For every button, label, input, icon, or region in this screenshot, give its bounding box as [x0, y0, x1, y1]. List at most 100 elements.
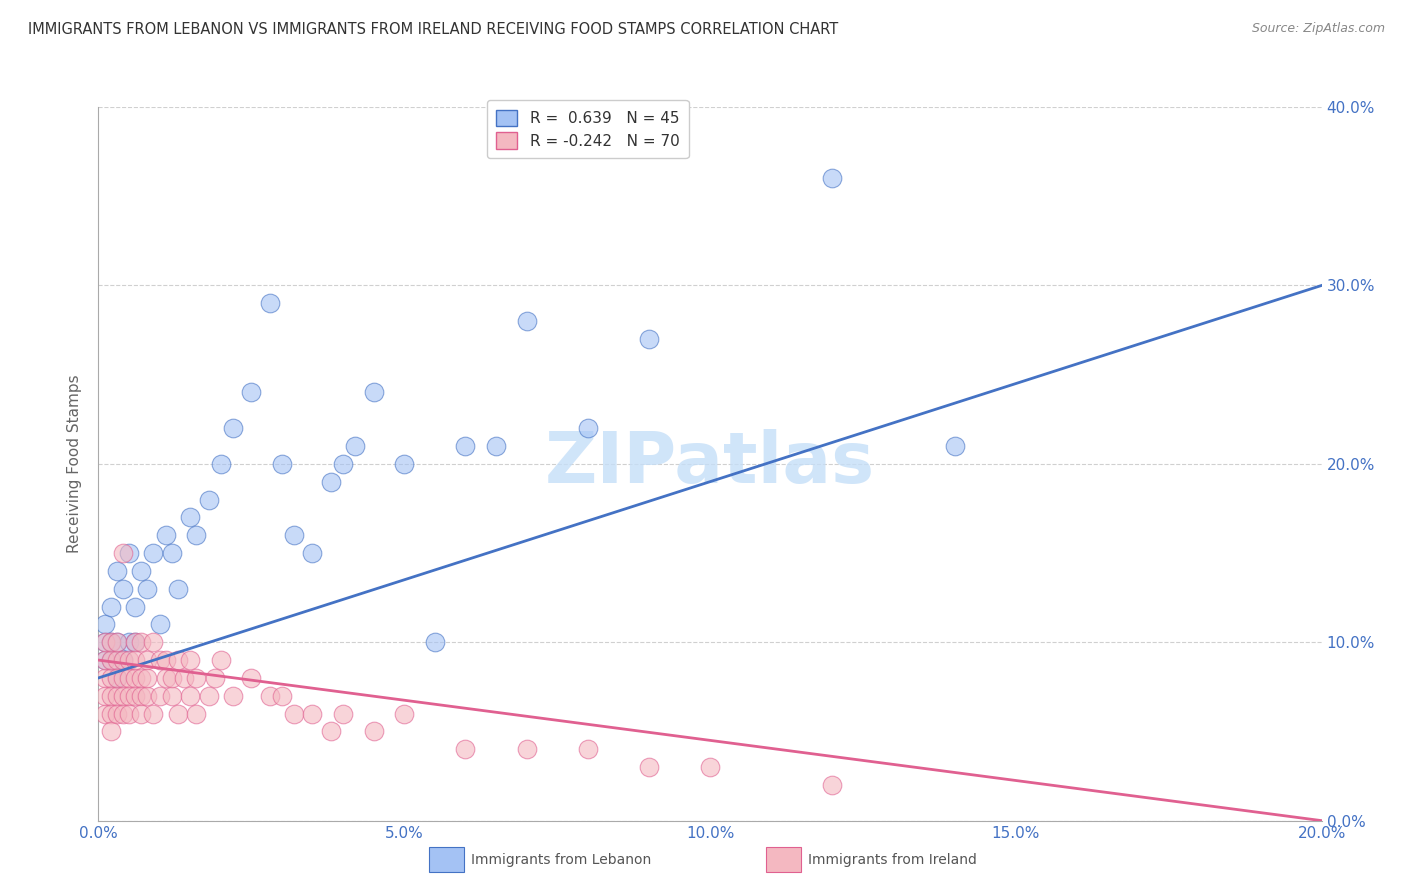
Point	[259, 689, 281, 703]
Point	[167, 706, 190, 721]
Point	[105, 653, 128, 667]
Point	[155, 653, 177, 667]
Point	[943, 439, 966, 453]
Point	[111, 706, 134, 721]
Point	[124, 689, 146, 703]
Point	[167, 582, 190, 596]
Point	[129, 564, 152, 578]
Point	[149, 617, 172, 632]
Point	[93, 706, 115, 721]
Point	[111, 653, 134, 667]
Point	[100, 635, 122, 649]
Point	[821, 778, 844, 792]
Point	[105, 671, 128, 685]
Point	[105, 671, 128, 685]
Point	[454, 439, 477, 453]
Point	[118, 653, 141, 667]
Point	[240, 671, 263, 685]
Point	[392, 706, 416, 721]
Point	[100, 653, 122, 667]
Point	[576, 421, 599, 435]
Point	[516, 314, 538, 328]
Point	[197, 492, 219, 507]
Point	[423, 635, 446, 649]
Point	[124, 635, 146, 649]
Point	[179, 653, 201, 667]
Point	[129, 706, 152, 721]
Point	[363, 724, 385, 739]
Point	[136, 582, 159, 596]
Point	[155, 671, 177, 685]
Point	[124, 671, 146, 685]
Point	[283, 706, 305, 721]
Point	[105, 706, 128, 721]
Point	[124, 635, 146, 649]
Point	[124, 653, 146, 667]
Point	[105, 564, 128, 578]
Point	[197, 689, 219, 703]
Point	[392, 457, 416, 471]
Point	[637, 760, 661, 774]
Point	[129, 671, 152, 685]
Point	[118, 706, 141, 721]
Point	[118, 689, 141, 703]
Point	[136, 689, 159, 703]
Point	[363, 385, 385, 400]
Point	[186, 671, 208, 685]
Text: ZIPatlas: ZIPatlas	[546, 429, 875, 499]
Point	[100, 724, 122, 739]
Point	[136, 653, 159, 667]
Point	[209, 457, 232, 471]
Text: IMMIGRANTS FROM LEBANON VS IMMIGRANTS FROM IRELAND RECEIVING FOOD STAMPS CORRELA: IMMIGRANTS FROM LEBANON VS IMMIGRANTS FR…	[28, 22, 838, 37]
Point	[319, 475, 342, 489]
Point	[100, 653, 122, 667]
Point	[173, 671, 195, 685]
Point	[111, 546, 134, 560]
Point	[576, 742, 599, 756]
Point	[93, 653, 115, 667]
Point	[149, 689, 172, 703]
Point	[222, 689, 245, 703]
Point	[270, 457, 292, 471]
Point	[155, 528, 177, 542]
Point	[142, 546, 165, 560]
Point	[204, 671, 226, 685]
Point	[124, 599, 146, 614]
Point	[699, 760, 721, 774]
Point	[301, 706, 323, 721]
Point	[270, 689, 292, 703]
Point	[485, 439, 508, 453]
Point	[332, 706, 354, 721]
Point	[129, 689, 152, 703]
Point	[160, 689, 183, 703]
Point	[167, 653, 190, 667]
Point	[111, 582, 134, 596]
Y-axis label: Receiving Food Stamps: Receiving Food Stamps	[67, 375, 83, 553]
Point	[142, 635, 165, 649]
Point	[222, 421, 245, 435]
Point	[100, 689, 122, 703]
Point	[118, 635, 141, 649]
Point	[118, 546, 141, 560]
Point	[93, 689, 115, 703]
Point	[283, 528, 305, 542]
Point	[344, 439, 367, 453]
Point	[105, 689, 128, 703]
Point	[93, 653, 115, 667]
Point	[100, 599, 122, 614]
Point	[821, 171, 844, 186]
Point	[160, 546, 183, 560]
Point	[301, 546, 323, 560]
Point	[93, 635, 115, 649]
Point	[93, 671, 115, 685]
Point	[129, 635, 152, 649]
Point	[160, 671, 183, 685]
Point	[332, 457, 354, 471]
Point	[637, 332, 661, 346]
Point	[105, 635, 128, 649]
Text: Immigrants from Ireland: Immigrants from Ireland	[808, 853, 977, 867]
Point	[516, 742, 538, 756]
Point	[179, 510, 201, 524]
Point	[240, 385, 263, 400]
Point	[118, 671, 141, 685]
